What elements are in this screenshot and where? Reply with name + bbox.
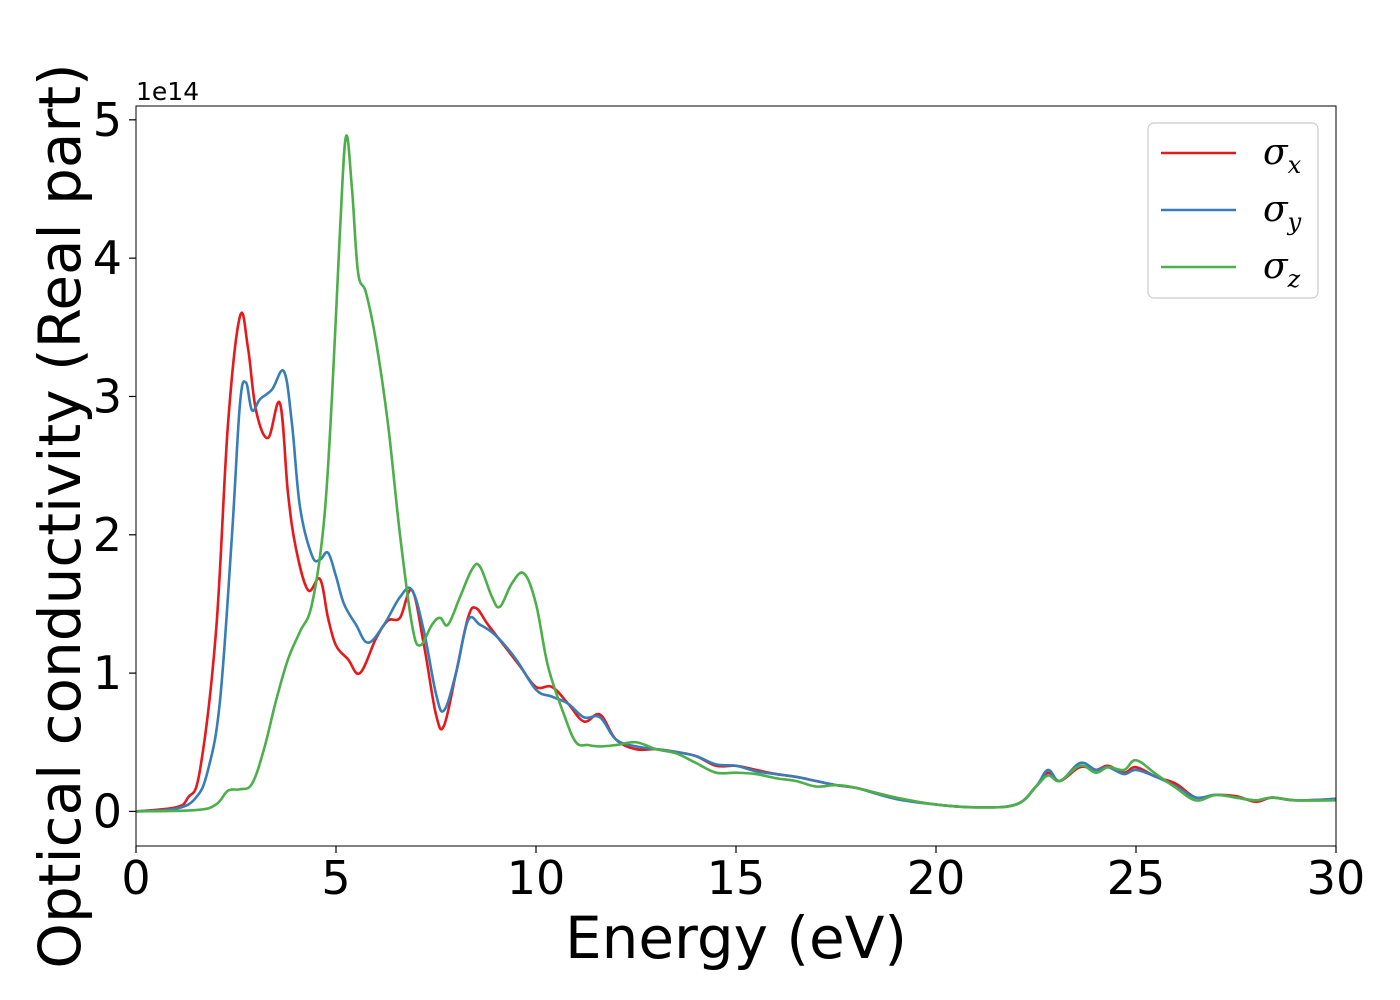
x-tick-label: 20 bbox=[907, 851, 966, 905]
x-axis-label: Energy (eV) bbox=[565, 904, 907, 972]
x-tick-label: 5 bbox=[321, 851, 350, 905]
y-tick-label: 5 bbox=[93, 93, 122, 147]
y-tick-label: 0 bbox=[93, 784, 122, 838]
legend-label-z: σz bbox=[1263, 246, 1301, 293]
x-tick-label: 15 bbox=[707, 851, 766, 905]
legend-label-x: σx bbox=[1263, 132, 1302, 179]
x-tick-label: 0 bbox=[121, 851, 150, 905]
y-axis-label: Optical conductivity (Real part) bbox=[26, 63, 94, 968]
series-line-z bbox=[136, 134, 1336, 813]
legend-label-y: σy bbox=[1263, 189, 1302, 236]
y-tick-label: 3 bbox=[93, 369, 122, 423]
series-line-y bbox=[136, 369, 1336, 813]
y-tick-label: 4 bbox=[93, 231, 122, 285]
y-axis-ticks: 0 1 2 3 4 5 bbox=[93, 93, 136, 838]
y-axis-offset-label: 1e14 bbox=[136, 77, 199, 106]
x-tick-label: 10 bbox=[507, 851, 566, 905]
legend: σx σy σz bbox=[1147, 122, 1319, 299]
x-axis-ticks: 0 5 10 15 20 25 30 bbox=[121, 846, 1365, 905]
x-tick-label: 30 bbox=[1307, 851, 1366, 905]
series-layer bbox=[136, 134, 1336, 813]
y-tick-label: 1 bbox=[93, 646, 122, 700]
y-tick-label: 2 bbox=[93, 508, 122, 562]
x-tick-label: 25 bbox=[1107, 851, 1166, 905]
